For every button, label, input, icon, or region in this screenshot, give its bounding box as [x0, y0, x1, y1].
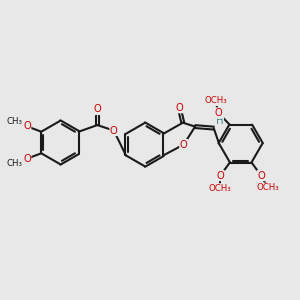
Text: O: O [216, 171, 224, 181]
Text: OCH₃: OCH₃ [208, 184, 231, 193]
Text: O: O [23, 121, 31, 131]
Text: O: O [175, 103, 183, 113]
Text: O: O [93, 104, 101, 115]
Text: O: O [23, 154, 31, 164]
Text: CH₃: CH₃ [6, 117, 22, 126]
Text: CH₃: CH₃ [6, 159, 22, 168]
Text: H: H [216, 116, 224, 126]
Text: OCH₃: OCH₃ [204, 97, 227, 106]
Text: O: O [110, 125, 118, 136]
Text: OCH₃: OCH₃ [256, 183, 279, 192]
Text: O: O [180, 140, 188, 150]
Text: O: O [257, 171, 265, 181]
Text: O: O [214, 108, 222, 118]
